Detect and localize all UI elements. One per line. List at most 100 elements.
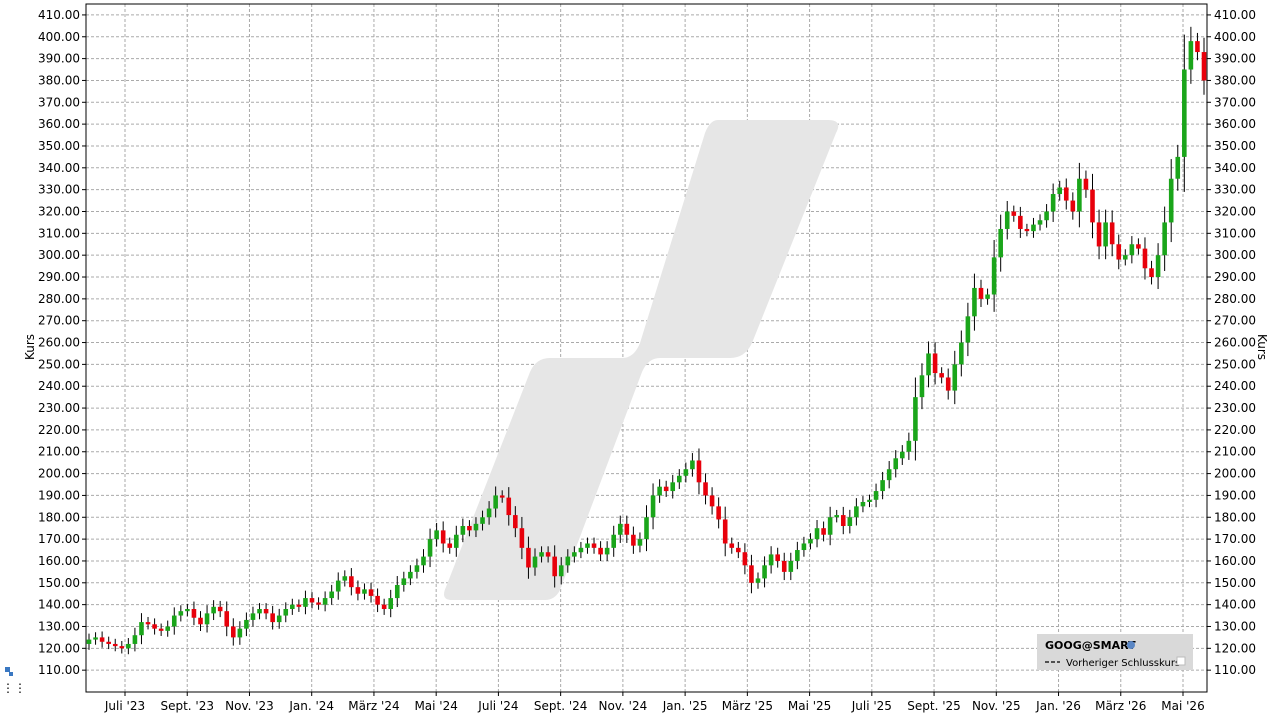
- axes-layer: 110.00 110.00 120.00 120.00 130.00 130.00 140.…: [38, 3, 1256, 713]
- y-tick-label-left: 250.00: [38, 357, 80, 371]
- candle-body-up: [650, 495, 656, 518]
- candle-body-up: [1155, 255, 1161, 278]
- candle-body-up: [768, 554, 774, 566]
- y-tick-label-right: 390.00: [1214, 52, 1256, 66]
- candle-body-down: [270, 613, 275, 623]
- candle-body-up: [171, 615, 177, 627]
- candle-body-up: [283, 609, 289, 616]
- candle-body-up: [322, 598, 328, 605]
- candle-body-up: [1004, 211, 1010, 229]
- y-tick-label-right: 300.00: [1214, 248, 1256, 262]
- candle-body-down: [1070, 200, 1076, 212]
- x-tick-label: März '26: [1095, 699, 1146, 713]
- y-tick-label-left: 380.00: [38, 73, 80, 87]
- zoom-tool-icon[interactable]: [5, 667, 13, 676]
- candle-body-up: [532, 556, 538, 568]
- candle-body-up: [1050, 194, 1056, 212]
- candle-body-down: [932, 353, 938, 374]
- candle-body-up: [801, 543, 807, 551]
- x-tick-label: Sept. '23: [160, 699, 214, 713]
- y-tick-label-right: 340.00: [1214, 161, 1256, 175]
- candle-body-up: [335, 580, 341, 592]
- corner-icons: ⋮⋮: [2, 667, 26, 695]
- candle-body-up: [952, 364, 958, 391]
- candle-body-down: [145, 622, 151, 625]
- y-tick-label-left: 290.00: [38, 270, 80, 284]
- y-tick-label-left: 110.00: [38, 663, 80, 677]
- candle-body-down: [722, 519, 728, 544]
- x-tick-label: Jan. '25: [662, 699, 708, 713]
- candle-body-down: [1149, 268, 1154, 278]
- y-tick-label-left: 370.00: [38, 95, 80, 109]
- candle-body-down: [152, 624, 157, 629]
- y-tick-label-right: 210.00: [1214, 445, 1256, 459]
- candle-body-down: [158, 628, 164, 631]
- y-tick-label-right: 110.00: [1214, 663, 1256, 677]
- y-tick-label-left: 120.00: [38, 641, 80, 655]
- candle-body-up: [1162, 222, 1167, 256]
- candle-body-up: [408, 571, 413, 579]
- candle-body-up: [204, 613, 210, 625]
- candle-body-down: [440, 530, 446, 544]
- candle-body-down: [781, 560, 787, 572]
- candle-body-up: [460, 526, 466, 535]
- candle-body-up: [886, 469, 892, 481]
- candle-body-up: [867, 499, 872, 502]
- candle-body-up: [480, 517, 485, 524]
- candle-body-down: [1018, 215, 1023, 229]
- candle-body-up: [657, 486, 662, 496]
- y-tick-label-left: 220.00: [38, 423, 80, 437]
- candle-body-down: [598, 547, 603, 555]
- candle-body-down: [1136, 244, 1141, 249]
- legend-box: [1037, 634, 1193, 670]
- candle-body-down: [742, 552, 748, 566]
- candle-body-down: [591, 543, 597, 548]
- y-tick-label-right: 410.00: [1214, 8, 1256, 22]
- y-tick-label-right: 200.00: [1214, 467, 1256, 481]
- y-tick-label-right: 120.00: [1214, 641, 1256, 655]
- y-axis-label-right: Kurs: [1255, 334, 1269, 360]
- y-tick-label-left: 410.00: [38, 8, 80, 22]
- y-tick-label-left: 310.00: [38, 226, 80, 240]
- y-tick-label-left: 240.00: [38, 379, 80, 393]
- y-tick-label-right: 280.00: [1214, 292, 1256, 306]
- candle-body-up: [906, 440, 912, 452]
- y-tick-label-left: 230.00: [38, 401, 80, 415]
- candle-body-down: [703, 482, 708, 496]
- legend-checkbox[interactable]: [1176, 656, 1186, 666]
- candle-body-up: [414, 565, 420, 572]
- candle-body-down: [545, 552, 551, 557]
- candle-body-down: [526, 547, 531, 568]
- x-tick-label: Jan. '26: [1035, 699, 1081, 713]
- candle-body-up: [585, 543, 590, 548]
- candle-body-up: [178, 611, 184, 616]
- y-tick-label-right: 310.00: [1214, 226, 1256, 240]
- y-tick-label-left: 190.00: [38, 488, 80, 502]
- candle-body-down: [355, 587, 361, 594]
- candle-body-down: [1109, 222, 1115, 245]
- candle-body-up: [237, 628, 243, 638]
- candle-body-down: [381, 604, 387, 610]
- candle-body-up: [401, 578, 407, 585]
- y-tick-label-left: 400.00: [38, 30, 80, 44]
- candle-body-up: [539, 552, 544, 557]
- candle-body-up: [1057, 187, 1063, 195]
- y-tick-label-left: 150.00: [38, 576, 80, 590]
- candle-body-up: [637, 539, 643, 546]
- x-tick-label: Juli '24: [477, 699, 518, 713]
- candle-body-up: [126, 643, 131, 649]
- candle-body-down: [224, 611, 230, 627]
- candle-body-down: [263, 609, 269, 614]
- candle-body-up: [1188, 41, 1194, 70]
- y-tick-label-right: 290.00: [1214, 270, 1256, 284]
- candle-body-up: [827, 517, 833, 535]
- candle-body-down: [840, 515, 846, 527]
- y-tick-label-right: 380.00: [1214, 73, 1256, 87]
- candle-body-up: [394, 584, 400, 599]
- candle-body-up: [257, 609, 262, 614]
- y-tick-label-right: 160.00: [1214, 554, 1256, 568]
- candle-body-up: [795, 550, 800, 561]
- candle-body-down: [499, 495, 505, 498]
- candle-body-up: [683, 469, 689, 476]
